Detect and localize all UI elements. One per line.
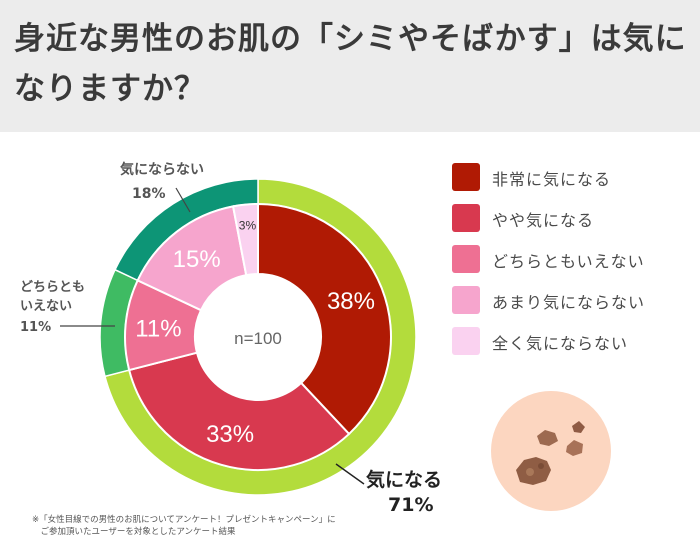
- legend-swatch: [452, 245, 480, 273]
- page-title: 身近な男性のお肌の「シミやそばかす」は気になりますか？: [14, 21, 687, 107]
- legend-swatch: [452, 327, 480, 355]
- slice-0: [257, 202, 392, 436]
- legend-swatch: [452, 286, 480, 314]
- callout-concerned-value: 71%: [388, 494, 433, 516]
- callout-not-concerned-label: 気にならない: [120, 161, 204, 178]
- callout-neutral-value: 11%: [20, 320, 51, 335]
- callout-neutral-line2: いえない: [20, 299, 72, 314]
- donut-chart: 38% 33% 11% 15% 3% n=100 気にならない 18% どちらとも いえ…: [20, 161, 611, 516]
- slice-3: [136, 205, 248, 312]
- legend-swatch: [452, 204, 480, 232]
- callout-not-concerned-value: 18%: [132, 186, 166, 202]
- slice-label-1: 33%: [206, 421, 254, 448]
- slice-4: [231, 202, 259, 277]
- value-labels: 38% 33% 11% 15% 3%: [135, 218, 375, 448]
- legend-label: 全く気にならない: [492, 334, 629, 353]
- skin-spots-icon: [491, 391, 611, 511]
- footnote: ※「女性目線での男性のお肌についてアンケート！プレゼントキャンペーン」に ご参加…: [32, 515, 336, 537]
- slice-label-2: 11%: [135, 316, 181, 343]
- title-banner: 身近な男性のお肌の「シミやそばかす」は気になりますか？: [0, 0, 700, 132]
- legend-swatch: [452, 163, 480, 191]
- inner-ring: [124, 202, 392, 471]
- slice-1: [127, 351, 351, 471]
- callout-leader-concerned: [335, 463, 365, 485]
- slice-label-4: 3%: [239, 218, 257, 232]
- callout-concerned-label: 気になる: [366, 468, 442, 491]
- callout-leader-not-concerned: [175, 187, 191, 213]
- slice-label-3: 15%: [173, 246, 221, 273]
- legend-label: あまり気にならない: [492, 293, 646, 312]
- callout-neutral-line1: どちらとも: [20, 280, 85, 295]
- legend-label: 非常に気になる: [492, 170, 612, 189]
- slice-label-0: 38%: [327, 288, 375, 315]
- center-label: n=100: [234, 329, 282, 348]
- legend-label: どちらともいえない: [492, 252, 645, 271]
- legend-label: やや気になる: [492, 211, 595, 230]
